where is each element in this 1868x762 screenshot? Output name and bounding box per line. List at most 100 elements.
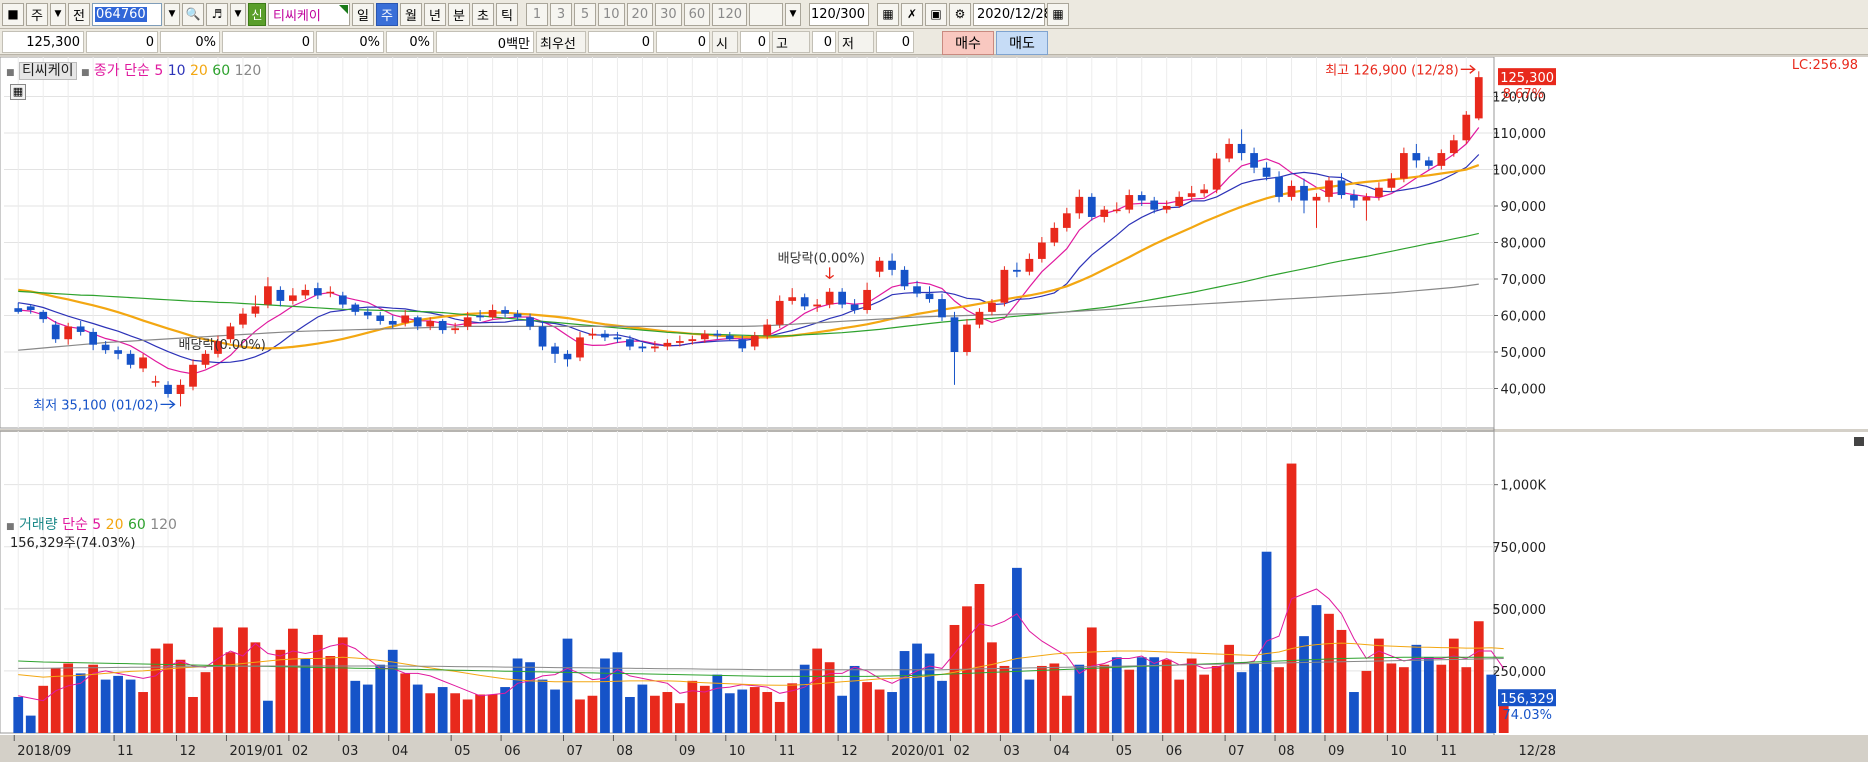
best-bid-1: 0 xyxy=(588,31,654,53)
tab-second[interactable]: 초 xyxy=(472,2,494,26)
legend-square-icon: ■ xyxy=(6,68,15,78)
gear-icon[interactable]: ⚙ xyxy=(949,2,972,26)
volume-bar xyxy=(100,679,111,733)
calendar-icon[interactable]: ▦ xyxy=(1047,2,1070,26)
candle-body xyxy=(338,295,347,305)
stock-name-field[interactable]: 티씨케이 xyxy=(268,2,350,26)
volume-bar xyxy=(1299,636,1309,733)
candle-body xyxy=(151,381,160,383)
candle-body xyxy=(563,353,572,360)
count-total: /300 xyxy=(835,6,866,22)
chart-canvas[interactable]: 40,000 50,000 60,000 70,000 80,000 90,000 100,… xyxy=(0,57,1868,762)
volume-bar xyxy=(712,674,723,733)
tab-monthly[interactable]: 월 xyxy=(400,2,422,26)
open-value: 0 xyxy=(740,31,770,53)
code-dropdown-icon[interactable]: ▼ xyxy=(164,2,180,26)
period-select[interactable]: 주 xyxy=(26,2,48,26)
volume-bar xyxy=(213,627,223,733)
candle-body xyxy=(1100,209,1109,217)
high-label: 고 xyxy=(772,31,810,53)
candle-body xyxy=(1237,143,1246,154)
date-field[interactable]: 2020/12/28 xyxy=(973,2,1052,26)
candle-body xyxy=(1162,206,1171,210)
volume-bar xyxy=(238,627,248,733)
candle-body xyxy=(463,317,472,327)
arrow-down-icon xyxy=(825,267,835,280)
volume-value: 0 xyxy=(222,31,314,53)
interval-10[interactable]: 10 xyxy=(598,2,625,26)
interval-custom-input[interactable] xyxy=(749,2,784,26)
x-tick-label: 02 xyxy=(292,744,309,759)
candle-body xyxy=(64,326,73,340)
price-tag: 125,300 xyxy=(1500,71,1554,86)
candle-body xyxy=(1449,140,1458,154)
volume-bar xyxy=(724,693,735,733)
interval-30[interactable]: 30 xyxy=(655,2,682,26)
candle-body xyxy=(76,326,85,332)
sell-button[interactable]: 매도 xyxy=(996,31,1048,55)
interval-60[interactable]: 60 xyxy=(683,2,711,26)
tab-tick[interactable]: 틱 xyxy=(496,2,518,26)
volume-bar xyxy=(924,653,935,733)
table-toggle-icon[interactable]: ▦ xyxy=(10,84,26,100)
candle-body xyxy=(363,311,372,316)
candle-body xyxy=(1325,180,1333,197)
candle-body xyxy=(1175,196,1184,206)
volume-bar xyxy=(1486,674,1497,733)
main-toolbar: ■ 주 ▼ 전 064760 ▼ 🔍 ♬ ▼ 신 티씨케이 일 주 월 년 분 … xyxy=(0,0,1868,29)
volume-bar xyxy=(450,693,461,733)
candle-body xyxy=(913,286,921,294)
candle-body xyxy=(1087,196,1096,217)
price-legend-ma5: 5 xyxy=(154,63,164,79)
prev-button[interactable]: 전 xyxy=(68,2,90,26)
speaker-dropdown-icon[interactable]: ▼ xyxy=(230,2,246,26)
price-tick-label: 50,000 xyxy=(1501,346,1547,361)
interval-1[interactable]: 1 xyxy=(526,2,548,26)
price-legend-name[interactable]: 티씨케이 xyxy=(18,62,77,80)
save-icon[interactable]: ▣ xyxy=(925,2,948,26)
volume-bar xyxy=(1174,679,1185,733)
candle-body xyxy=(501,310,509,314)
x-tick-label: 07 xyxy=(567,744,584,759)
chevron-down-icon[interactable]: ▼ xyxy=(50,2,66,26)
tab-weekly[interactable]: 주 xyxy=(376,2,398,26)
volume-bar xyxy=(600,658,610,733)
price-change-pct: 0% xyxy=(160,31,220,53)
speaker-icon[interactable]: ♬ xyxy=(206,2,228,26)
volume-legend-name: 거래량 xyxy=(18,517,58,533)
interval-3[interactable]: 3 xyxy=(550,2,572,26)
volume-bar xyxy=(125,679,136,733)
volume-bar xyxy=(50,668,61,733)
interval-5[interactable]: 5 xyxy=(574,2,596,26)
volume-last-value: 156,329주(74.03%) xyxy=(10,536,136,551)
x-tick-label: 2018/09 xyxy=(17,744,71,759)
tools-icon[interactable]: ✗ xyxy=(901,2,924,26)
candle-body xyxy=(663,342,672,347)
tab-daily[interactable]: 일 xyxy=(352,2,374,26)
candle-body xyxy=(1075,196,1084,214)
current-price: 125,300 xyxy=(2,31,84,53)
volume-bar xyxy=(362,684,373,733)
window-icon[interactable]: ■ xyxy=(2,2,24,26)
count-field[interactable]: 120/300 xyxy=(809,2,870,26)
volume-bar xyxy=(1411,644,1422,733)
tab-minute[interactable]: 분 xyxy=(448,2,470,26)
volume-bar xyxy=(699,685,710,733)
candle-body xyxy=(1125,195,1134,210)
dividend-annotation: 배당락(0.00%) xyxy=(179,338,266,353)
ma-line-10 xyxy=(18,154,1480,364)
candle-body xyxy=(950,317,959,352)
interval-20[interactable]: 20 xyxy=(626,2,654,26)
tab-yearly[interactable]: 년 xyxy=(424,2,446,26)
volume-ma-line-20 xyxy=(18,642,1504,686)
search-icon[interactable]: 🔍 xyxy=(182,2,204,26)
interval-120[interactable]: 120 xyxy=(712,2,748,26)
candle-body xyxy=(1337,180,1346,196)
indicator-icon[interactable]: ▦ xyxy=(877,2,900,26)
buy-button[interactable]: 매수 xyxy=(942,31,994,55)
legend-square-icon: ■ xyxy=(80,68,90,78)
volume-bar xyxy=(1211,665,1222,733)
volume-bar xyxy=(1336,629,1347,733)
interval-dropdown-icon[interactable]: ▼ xyxy=(785,2,802,26)
stock-code-input[interactable]: 064760 xyxy=(92,2,162,26)
